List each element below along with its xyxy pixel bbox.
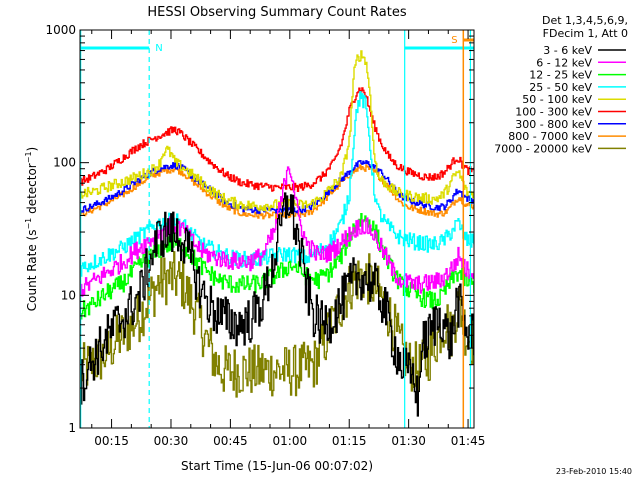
y-axis-title: Count Rate (s−1 detector−1) [24,147,39,311]
legend-entry-label: 300 - 800 keV [515,118,592,131]
x-tick-label: 01:00 [273,434,308,448]
axis-ticks [80,29,474,429]
legend: Det 1,3,4,5,6,9, FDecim 1, Att 0 3 - 6 k… [494,14,628,155]
saa-flag-label: S [451,35,457,46]
legend-entry-label: 50 - 100 keV [522,93,592,106]
x-tick-label: 00:45 [213,434,248,448]
plot-frame [79,29,475,429]
night-flag-label: N [155,43,162,54]
x-tick-label: 01:30 [391,434,426,448]
plot-timestamp: 23-Feb-2010 15:40 [556,467,632,476]
series-line-50-100-kev [80,50,474,212]
series-line-25-50-kev [80,91,474,277]
y-axis-title-exponent-1: −1 [24,218,33,230]
x-tick-label: 00:15 [94,434,129,448]
series-line-3-6-kev [80,192,474,417]
y-tick-label: 1000 [45,23,76,37]
legend-entry-label: 12 - 25 keV [529,69,592,82]
legend-header-line-2: FDecim 1, Att 0 [543,27,628,40]
y-tick-label: 100 [53,156,76,170]
x-axis-title: Start Time (15-Jun-06 00:07:02) [181,459,373,473]
series-line-6-12-kev [80,166,474,297]
legend-entry-label: 6 - 12 keV [536,56,592,69]
chart-title: HESSI Observing Summary Count Rates [147,5,406,20]
y-axis-title-part-2: detector [25,163,39,218]
plot-overlay-layer [80,30,474,428]
x-tick-label: 00:30 [154,434,189,448]
y-axis-title-part-3: ) [25,147,39,152]
x-tick-label: 01:15 [332,434,367,448]
y-axis-title-part-1: Count Rate (s [25,230,39,312]
legend-entry-label: 25 - 50 keV [529,81,592,94]
y-tick-label: 10 [61,288,76,302]
legend-entry-label: 3 - 6 keV [543,44,592,57]
y-tick-label: 1 [68,421,76,435]
legend-header-line-1: Det 1,3,4,5,6,9, [542,14,628,27]
legend-entry-label: 800 - 7000 keV [508,130,592,143]
y-axis-title-exponent-2: −1 [24,151,33,163]
legend-entry-label: 7000 - 20000 keV [494,142,592,155]
legend-entry-label: 100 - 300 keV [515,106,592,119]
x-tick-label: 01:45 [451,434,486,448]
plot-data-layer [80,50,474,417]
series-line-100-300-kev [80,87,474,192]
